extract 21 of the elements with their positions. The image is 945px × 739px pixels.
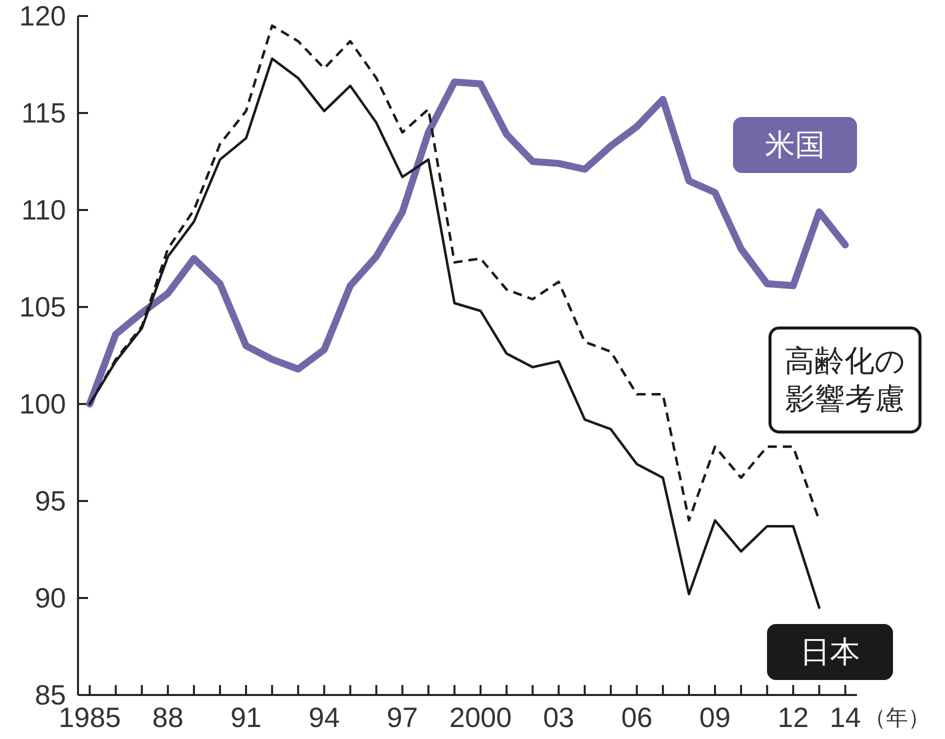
x-tick-label: 94 <box>308 702 340 733</box>
y-tick-label: 90 <box>34 582 66 614</box>
x-tick-label: 97 <box>386 702 418 733</box>
series-label: 日本 <box>800 636 860 668</box>
x-tick-label: 91 <box>230 702 262 733</box>
x-tick-label: 03 <box>543 702 574 733</box>
x-tick-label: 09 <box>699 702 731 733</box>
y-tick-label: 120 <box>19 0 66 32</box>
y-tick-label: 110 <box>21 194 66 226</box>
y-tick-label: 100 <box>19 388 66 420</box>
x-tick-label: 06 <box>621 702 652 733</box>
series-label: 高齢化の影響考慮 <box>784 344 906 416</box>
x-tick-label: 14 <box>830 702 861 733</box>
x-axis-title: （年） <box>864 705 930 730</box>
y-tick-label: 115 <box>21 98 66 128</box>
y-tick-label: 105 <box>19 292 66 322</box>
y-tick-label: 95 <box>34 486 66 516</box>
x-tick-label: 88 <box>152 702 184 733</box>
series-label: 米国 <box>765 128 825 162</box>
x-tick-label: 12 <box>778 702 809 733</box>
x-tick-label: 2000 <box>449 702 512 733</box>
